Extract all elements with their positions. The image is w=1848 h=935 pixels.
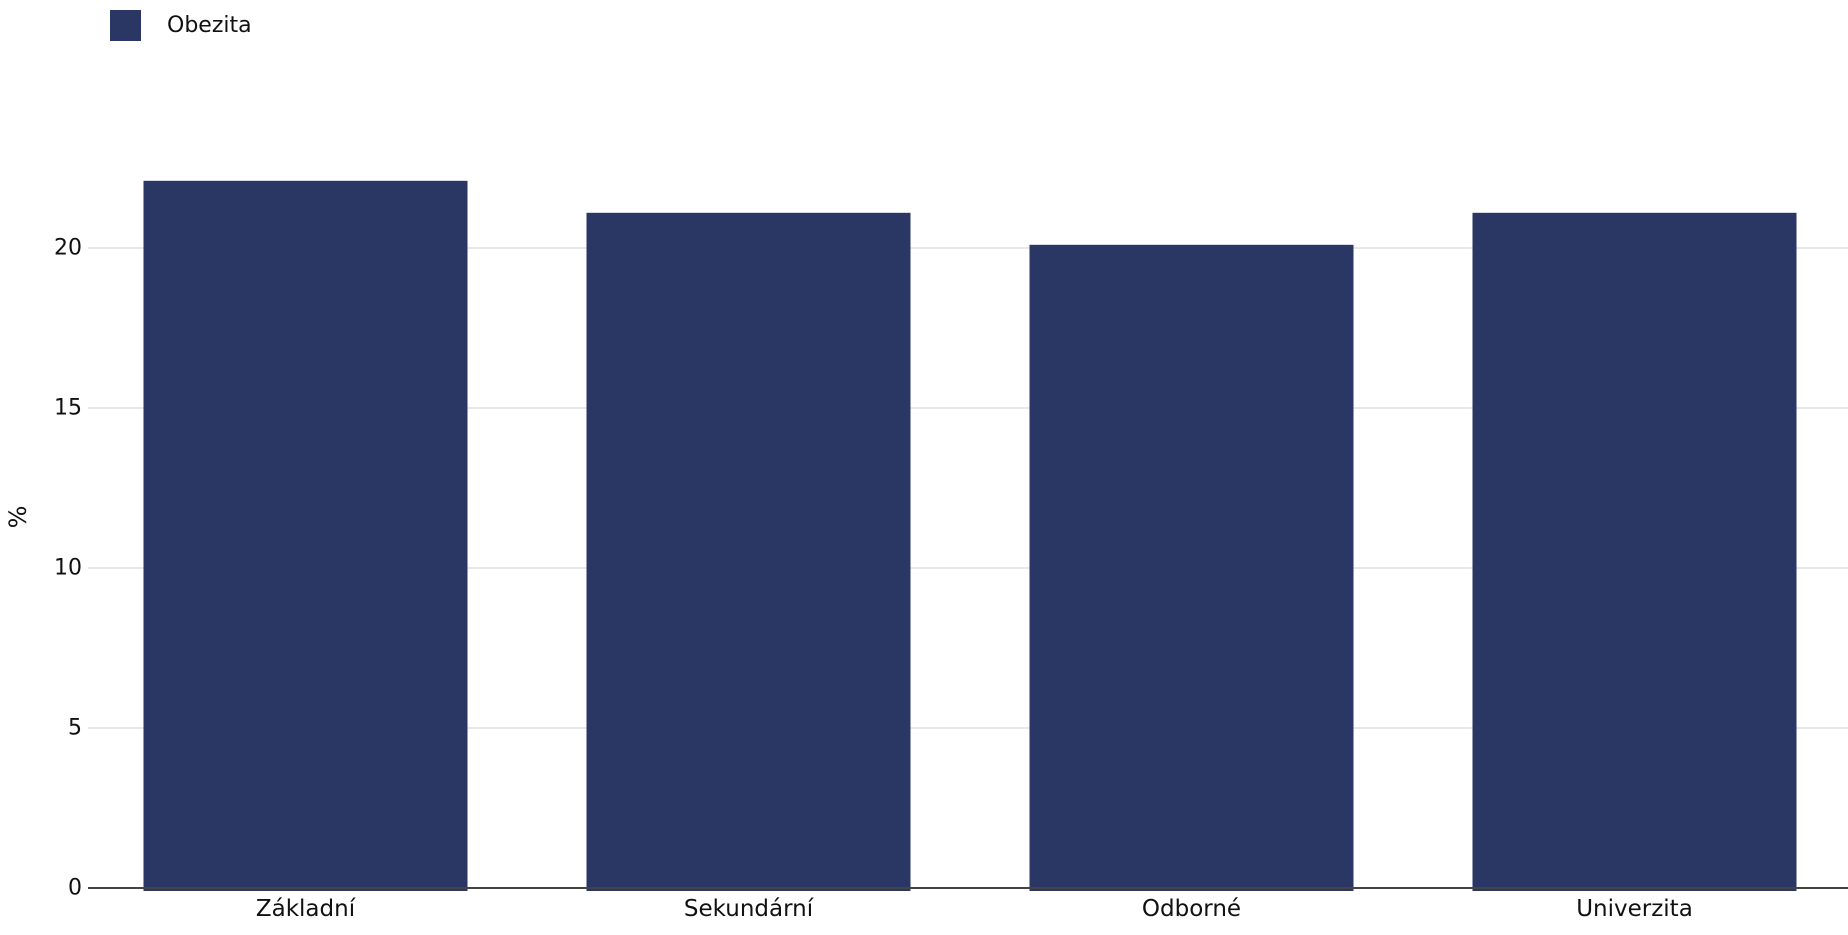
legend-swatch bbox=[110, 10, 141, 41]
x-axis-ticks: Základní Sekundární Odborné Univerzita bbox=[256, 896, 1693, 922]
legend-label: Obezita bbox=[167, 13, 252, 38]
bar[interactable] bbox=[1029, 244, 1354, 892]
y-tick-label: 10 bbox=[54, 556, 82, 581]
y-tick-label: 15 bbox=[54, 396, 82, 421]
legend: Obezita bbox=[110, 10, 252, 41]
x-tick-label: Základní bbox=[256, 896, 356, 922]
bar[interactable] bbox=[1472, 212, 1797, 892]
y-tick-label: 5 bbox=[68, 716, 82, 741]
x-tick-label: Univerzita bbox=[1576, 896, 1693, 922]
y-tick-label: 0 bbox=[68, 876, 82, 901]
y-axis-title: % bbox=[4, 506, 32, 529]
bars bbox=[143, 180, 1797, 892]
y-axis-ticks: 0 5 10 15 20 bbox=[54, 236, 82, 901]
bar[interactable] bbox=[143, 180, 468, 892]
y-tick-label: 20 bbox=[54, 236, 82, 261]
x-tick-label: Sekundární bbox=[684, 896, 814, 922]
x-tick-label: Odborné bbox=[1142, 896, 1241, 922]
bar[interactable] bbox=[586, 212, 911, 892]
